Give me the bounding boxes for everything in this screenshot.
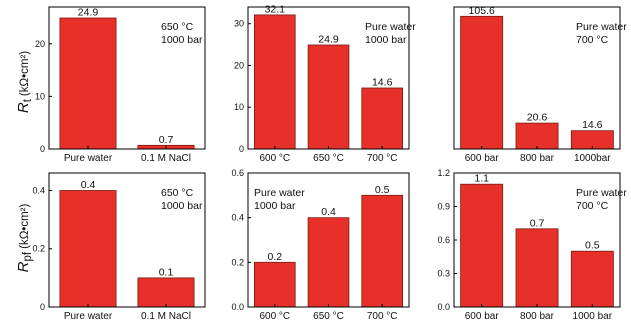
condition-annotation: Pure water (576, 187, 627, 199)
bar (253, 261, 296, 308)
row-label-rpf-symbol: R (15, 261, 32, 272)
y-tick-label: 0.4 (32, 186, 45, 196)
x-tick-label: 1000 bar (573, 311, 613, 321)
bar-value-label: 0.2 (267, 251, 282, 263)
bar (137, 277, 195, 308)
y-tick-label: 20 (35, 39, 45, 49)
bar (59, 17, 117, 150)
plot-frame (48, 172, 206, 308)
y-tick-label: 0.6 (231, 168, 244, 178)
chart-panel-1: 24.9 0.7 Pure water 0.1 M NaCl 0 10 20 650 °C10… (35, 6, 206, 164)
chart-panel-3: 105.6 20.6 14.6 600 bar 800 bar 1000bar Pure w… (453, 5, 627, 164)
bar (515, 122, 559, 150)
bar (253, 14, 296, 150)
svg-text:Rt(kΩ•cm²): Rt (kΩ•cm²) (15, 51, 34, 113)
condition-annotation: 1000 bar (161, 200, 203, 212)
y-tick-label: 10 (35, 91, 45, 101)
row-label-rpf: Rpf (kΩ•cm²) (15, 204, 34, 273)
bar (361, 194, 403, 308)
chart-panel-5: 0.2 0.4 0.5 600 °C 650 °C 700 °C 0.0 0.2 0.4 0.6 P… (231, 168, 410, 321)
bar-value-label: 32.1 (265, 3, 286, 15)
bar-value-label: 24.9 (78, 7, 99, 19)
chart-panel-4: 0.4 0.1 Pure water 0.1 M NaCl 0 0.2 0.4 650 °C1… (32, 172, 206, 321)
bar (460, 15, 504, 150)
bar-value-label: 20.6 (527, 112, 548, 124)
condition-annotation: 700 °C (576, 34, 609, 46)
x-tick-label: 1000bar (574, 153, 611, 164)
y-tick-label: 20 (234, 61, 244, 71)
y-tick-label: 0.2 (32, 244, 45, 254)
x-tick-label: Pure water (64, 311, 113, 321)
condition-annotation: 1000 bar (161, 34, 203, 46)
y-tick-label: 0.3 (437, 269, 450, 279)
y-tick-label: 0.9 (437, 202, 450, 212)
x-tick-label: Pure water (64, 153, 113, 164)
bar-value-label: 0.5 (585, 240, 600, 252)
x-tick-label: 600 bar (465, 311, 500, 321)
x-tick-label: 650 °C (313, 153, 344, 164)
chart-panel-2: 32.1 24.9 14.6 600 °C 650 °C 700 °C 0 10 20 30 Pur… (234, 3, 416, 164)
plot-frame (48, 6, 206, 150)
bar-value-label: 0.4 (321, 206, 336, 218)
x-tick-label: 600 °C (259, 311, 290, 321)
bar (307, 217, 350, 308)
bar-value-label: 0.5 (375, 184, 390, 196)
chart-panel-6: 1.1 0.7 0.5 600 bar 800 bar 1000 bar 0.0 0.3 0.6… (437, 168, 627, 321)
bar-value-label: 24.9 (318, 34, 339, 46)
y-tick-label: 0.2 (231, 257, 244, 267)
x-tick-label: 700 °C (367, 153, 398, 164)
y-tick-label: 0 (40, 144, 45, 154)
bar-value-label: 105.6 (469, 5, 495, 17)
y-tick-label: 0 (239, 144, 244, 154)
y-tick-label: 1.2 (437, 168, 450, 178)
bar-value-label: 0.4 (81, 179, 96, 191)
bar (460, 183, 504, 308)
condition-annotation: Pure water (365, 21, 416, 33)
x-tick-label: 650 °C (313, 311, 344, 321)
bar-value-label: 0.1 (159, 266, 174, 278)
condition-annotation: 1000 bar (365, 34, 407, 46)
x-tick-label: 600 bar (465, 153, 500, 164)
x-tick-label: 700 °C (367, 311, 398, 321)
y-tick-label: 0.4 (231, 213, 244, 223)
row-label-rt-symbol: R (15, 102, 32, 113)
bar (570, 250, 614, 308)
svg-text:Rpf(kΩ•cm²): Rpf (kΩ•cm²) (15, 204, 34, 273)
row-label-rt-subscript: t (22, 98, 34, 102)
row-label-rt-unit: (kΩ•cm²) (19, 51, 31, 96)
condition-annotation: Pure water (576, 21, 627, 33)
x-tick-label: 0.1 M NaCl (141, 153, 191, 164)
bar (515, 228, 559, 308)
y-tick-label: 0 (40, 302, 45, 312)
bar-value-label: 14.6 (372, 77, 393, 89)
row-label-rpf-subscript: pf (22, 251, 34, 261)
bar-value-label: 1.1 (474, 173, 489, 185)
y-tick-label: 30 (234, 19, 244, 29)
bar-value-label: 0.7 (530, 217, 545, 229)
condition-annotation: 700 °C (576, 200, 609, 212)
condition-annotation: Pure water (254, 187, 305, 199)
y-tick-label: 10 (234, 102, 244, 112)
x-tick-label: 800 bar (520, 311, 555, 321)
bar-value-label: 0.7 (159, 134, 174, 146)
row-label-rt: Rt (kΩ•cm²) (15, 51, 34, 113)
bar (361, 87, 403, 150)
bar (307, 44, 350, 150)
x-tick-label: 600 °C (259, 153, 290, 164)
bar-value-label: 14.6 (582, 119, 603, 131)
x-tick-label: 0.1 M NaCl (141, 311, 191, 321)
x-tick-label: 800 bar (520, 153, 555, 164)
condition-annotation: 650 °C (161, 21, 194, 33)
condition-annotation: 650 °C (161, 187, 194, 199)
row-label-rpf-unit: (kΩ•cm²) (19, 204, 31, 249)
condition-annotation: 1000 bar (254, 200, 296, 212)
y-tick-label: 0.0 (231, 302, 244, 312)
bar (59, 190, 117, 308)
y-tick-label: 0.0 (437, 302, 450, 312)
y-tick-label: 0.6 (437, 235, 450, 245)
